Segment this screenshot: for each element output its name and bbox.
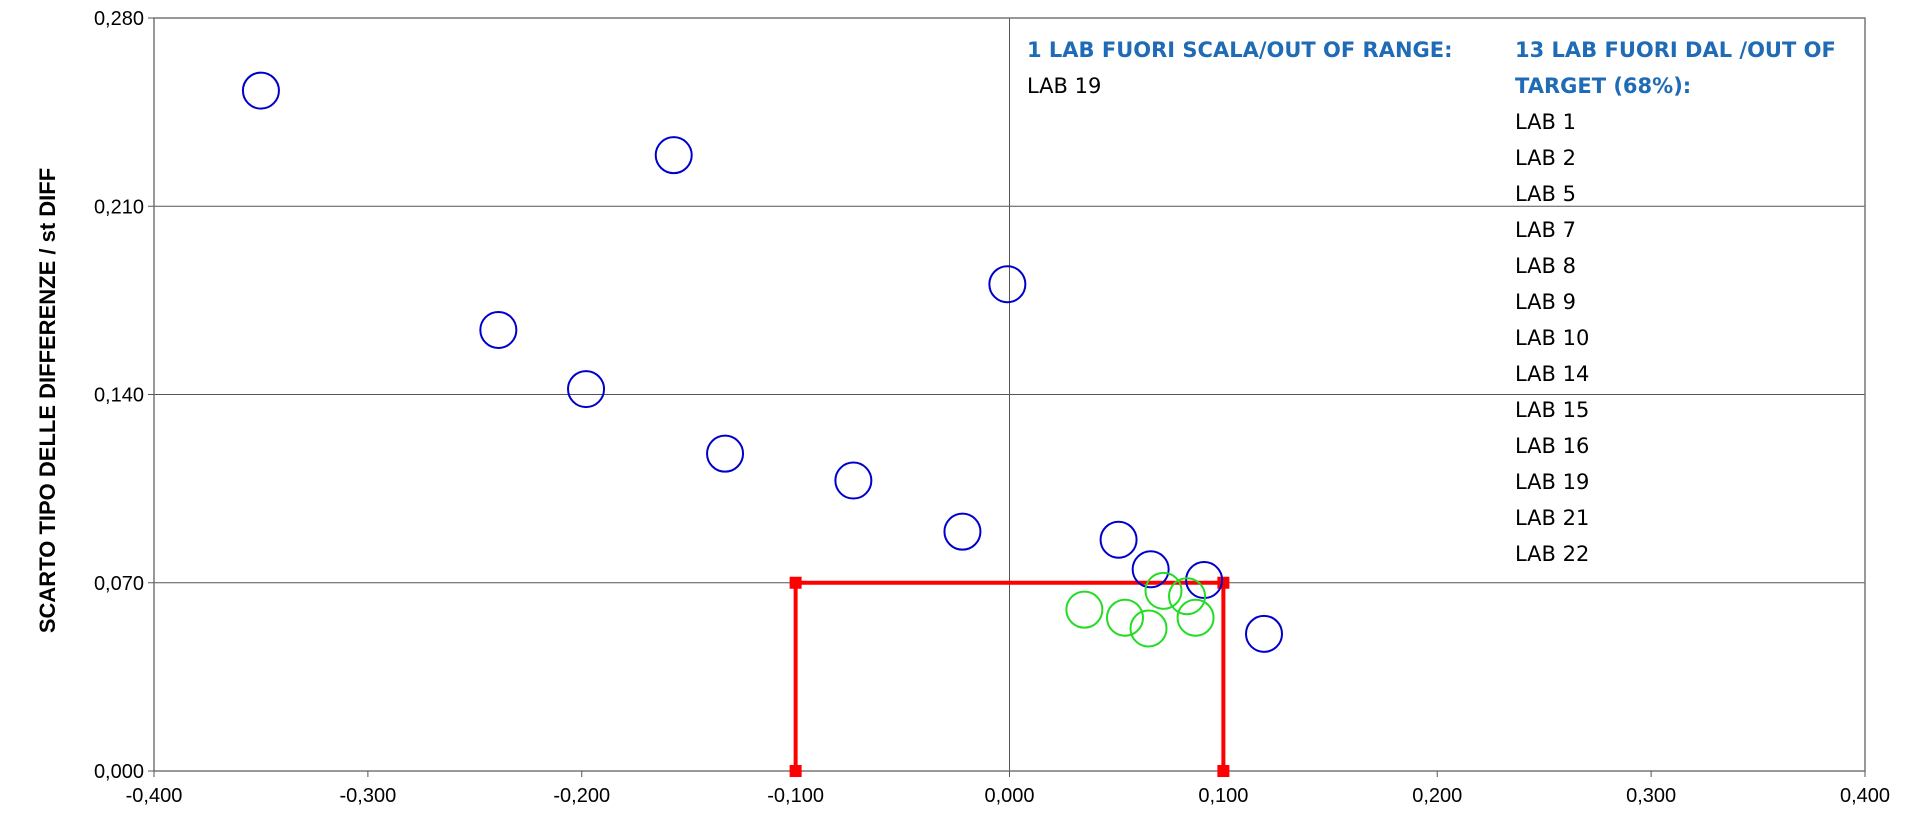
out-of-range-lab: LAB 19 (1027, 74, 1102, 98)
data-point-out-of-target (1099, 520, 1138, 559)
data-point-out-of-target (479, 310, 518, 349)
out-of-target-list: LAB 1 LAB 2 LAB 5 LAB 7 LAB 8 LAB 9 LAB 10 LAB … (1515, 104, 1875, 572)
data-point-out-of-target (654, 136, 693, 175)
x-tick-label: 0,400 (1840, 785, 1890, 807)
data-point-out-of-target (834, 461, 873, 500)
out-of-target-lab: LAB 2 (1515, 146, 1576, 170)
out-of-target-title-line-2: TARGET (68%): (1515, 74, 1692, 98)
data-point-out-of-target (706, 434, 745, 473)
target-box-corner (789, 765, 802, 777)
out-of-target-lab: LAB 9 (1515, 290, 1576, 314)
y-tick-label: 0,210 (94, 196, 144, 218)
out-of-target-lab: LAB 10 (1515, 326, 1590, 350)
target-box-corner (1217, 576, 1230, 589)
data-point-in-target (1168, 577, 1207, 616)
x-tick-label: 0,100 (1198, 785, 1248, 807)
out-of-target-annotation: 13 LAB FUORI DAL /OUT OF TARGET (68%): L… (1515, 32, 1875, 572)
data-point-in-target (1176, 598, 1215, 637)
x-tick-label: -0,100 (767, 785, 824, 807)
data-point-in-target (1144, 571, 1183, 610)
data-point-in-target (1105, 598, 1144, 637)
out-of-target-lab: LAB 15 (1515, 398, 1590, 422)
data-point-out-of-target (1245, 614, 1284, 653)
data-point-out-of-target (241, 71, 280, 110)
data-point-in-target (1065, 590, 1104, 629)
out-of-target-lab: LAB 22 (1515, 542, 1590, 566)
y-tick-label: 0,070 (94, 573, 144, 595)
data-point-out-of-target (567, 370, 606, 409)
out-of-target-lab: LAB 5 (1515, 182, 1576, 206)
y-tick-label: 0,000 (94, 761, 144, 783)
out-of-target-lab: LAB 14 (1515, 362, 1590, 386)
out-of-range-title: 1 LAB FUORI SCALA/OUT OF RANGE: (1027, 38, 1453, 62)
out-of-target-lab: LAB 8 (1515, 254, 1576, 278)
x-tick-label: -0,200 (553, 785, 610, 807)
out-of-target-lab: LAB 19 (1515, 470, 1590, 494)
out-of-target-lab: LAB 16 (1515, 434, 1590, 458)
data-point-out-of-target (988, 265, 1027, 304)
target-box-corner (1217, 765, 1230, 777)
data-point-in-target (1129, 609, 1168, 648)
out-of-range-annotation: 1 LAB FUORI SCALA/OUT OF RANGE: LAB 19 (1027, 32, 1453, 104)
data-point-out-of-target (1131, 550, 1170, 589)
target-box (793, 580, 1226, 771)
y-tick-label: 0,140 (94, 385, 144, 407)
x-tick-label: -0,300 (340, 785, 397, 807)
y-axis-title: SCARTO TIPO DELLE DIFFERENZE / st DIFF (35, 168, 60, 633)
x-tick-label: 0,300 (1626, 785, 1676, 807)
out-of-target-lab: LAB 21 (1515, 506, 1590, 530)
out-of-target-title-line-1: 13 LAB FUORI DAL /OUT OF (1515, 38, 1836, 62)
out-of-target-lab: LAB 7 (1515, 218, 1576, 242)
x-tick-label: -0,400 (126, 785, 183, 807)
y-tick-label: 0,280 (94, 8, 144, 30)
target-box-corner (789, 576, 802, 589)
out-of-target-lab: LAB 1 (1515, 110, 1576, 134)
x-tick-label: 0,000 (984, 785, 1034, 807)
data-point-out-of-target (943, 512, 982, 551)
x-tick-label: 0,200 (1412, 785, 1462, 807)
